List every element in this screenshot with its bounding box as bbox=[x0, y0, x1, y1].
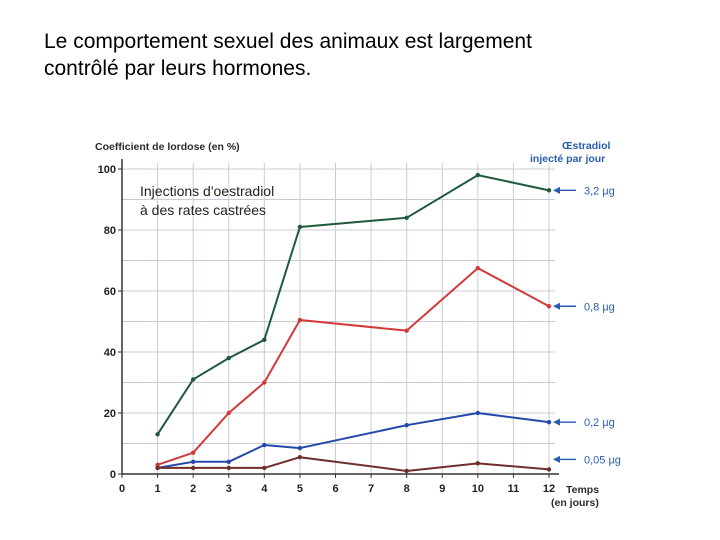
x-tick-label: 1 bbox=[155, 483, 161, 495]
data-point bbox=[155, 462, 160, 468]
legend-title-line-2: injecté par jour bbox=[530, 153, 605, 165]
series-label: 0,05 µg bbox=[584, 454, 621, 466]
data-point bbox=[546, 304, 552, 309]
x-tick-label: 0 bbox=[119, 483, 125, 495]
x-tick-label: 5 bbox=[297, 483, 303, 495]
data-point bbox=[262, 465, 267, 471]
data-point bbox=[546, 188, 552, 193]
data-point bbox=[155, 432, 160, 437]
x-tick-label: 2 bbox=[190, 483, 196, 495]
series-label: 0,2 µg bbox=[584, 417, 615, 429]
x-axis-label: Temps bbox=[566, 484, 599, 496]
series-label-arrowhead bbox=[553, 418, 560, 426]
data-point bbox=[475, 461, 481, 466]
y-tick-label: 80 bbox=[104, 225, 116, 237]
series-line bbox=[157, 267, 550, 466]
data-point bbox=[190, 450, 196, 455]
data-point bbox=[262, 337, 267, 342]
series-label: 3,2 µg bbox=[584, 185, 615, 197]
x-tick-label: 10 bbox=[472, 483, 484, 495]
data-point bbox=[404, 423, 409, 428]
data-point bbox=[297, 317, 303, 323]
x-tick-label: 8 bbox=[404, 483, 410, 495]
data-point bbox=[226, 459, 231, 464]
series-label-arrowhead bbox=[553, 455, 560, 463]
series-line bbox=[157, 456, 550, 472]
data-point bbox=[475, 172, 481, 178]
data-point bbox=[297, 455, 303, 460]
x-tick-label: 4 bbox=[261, 483, 268, 495]
data-point bbox=[404, 468, 409, 474]
series-line bbox=[157, 412, 550, 469]
series-label-arrowhead bbox=[553, 186, 560, 194]
x-tick-label: 11 bbox=[508, 483, 520, 495]
chart-series bbox=[155, 172, 552, 474]
data-point bbox=[190, 377, 196, 382]
data-point bbox=[190, 459, 196, 464]
x-tick-label: 9 bbox=[439, 483, 445, 495]
series-label: 0,8 µg bbox=[584, 301, 615, 313]
x-tick-label: 6 bbox=[332, 483, 338, 495]
data-point bbox=[404, 215, 409, 220]
data-point bbox=[297, 224, 303, 230]
series-line bbox=[156, 174, 550, 435]
data-point bbox=[297, 445, 303, 451]
y-tick-label: 0 bbox=[110, 469, 116, 481]
chart-annotation-line-2: à des rates castrées bbox=[140, 202, 266, 218]
data-point bbox=[226, 410, 231, 416]
x-tick-label: 7 bbox=[368, 483, 374, 495]
x-tick-label: 3 bbox=[226, 483, 232, 495]
data-point bbox=[475, 410, 481, 416]
y-tick-label: 60 bbox=[104, 286, 116, 298]
data-point bbox=[546, 419, 552, 425]
chart-grid bbox=[122, 163, 555, 474]
slide-title-line-1: Le comportement sexuel des animaux est l… bbox=[44, 30, 532, 53]
data-point bbox=[190, 465, 196, 471]
data-point bbox=[404, 328, 409, 333]
x-tick-label: 12 bbox=[543, 483, 555, 495]
data-point bbox=[475, 265, 481, 271]
chart-labels: Coefficient de lordose (en %) Temps (en … bbox=[95, 140, 621, 509]
data-point bbox=[546, 467, 552, 472]
y-tick-label: 100 bbox=[98, 164, 116, 176]
x-axis-unit: (en jours) bbox=[551, 497, 599, 509]
data-point bbox=[226, 355, 231, 361]
data-point bbox=[262, 442, 267, 448]
series-label-arrowhead bbox=[553, 302, 560, 310]
y-tick-label: 40 bbox=[104, 347, 116, 359]
data-point bbox=[155, 465, 160, 471]
legend-title-line-1: Œstradiol bbox=[562, 140, 611, 152]
chart-annotation-line-1: Injections d'oestradiol bbox=[140, 183, 274, 199]
slide-title-line-2: contrôlé par leurs hormones. bbox=[44, 57, 312, 80]
slide-title: Le comportement sexuel des animaux est l… bbox=[44, 28, 704, 82]
y-axis-label: Coefficient de lordose (en %) bbox=[95, 141, 240, 153]
y-tick-label: 20 bbox=[104, 408, 116, 420]
data-point bbox=[262, 380, 267, 385]
data-point bbox=[226, 465, 231, 471]
